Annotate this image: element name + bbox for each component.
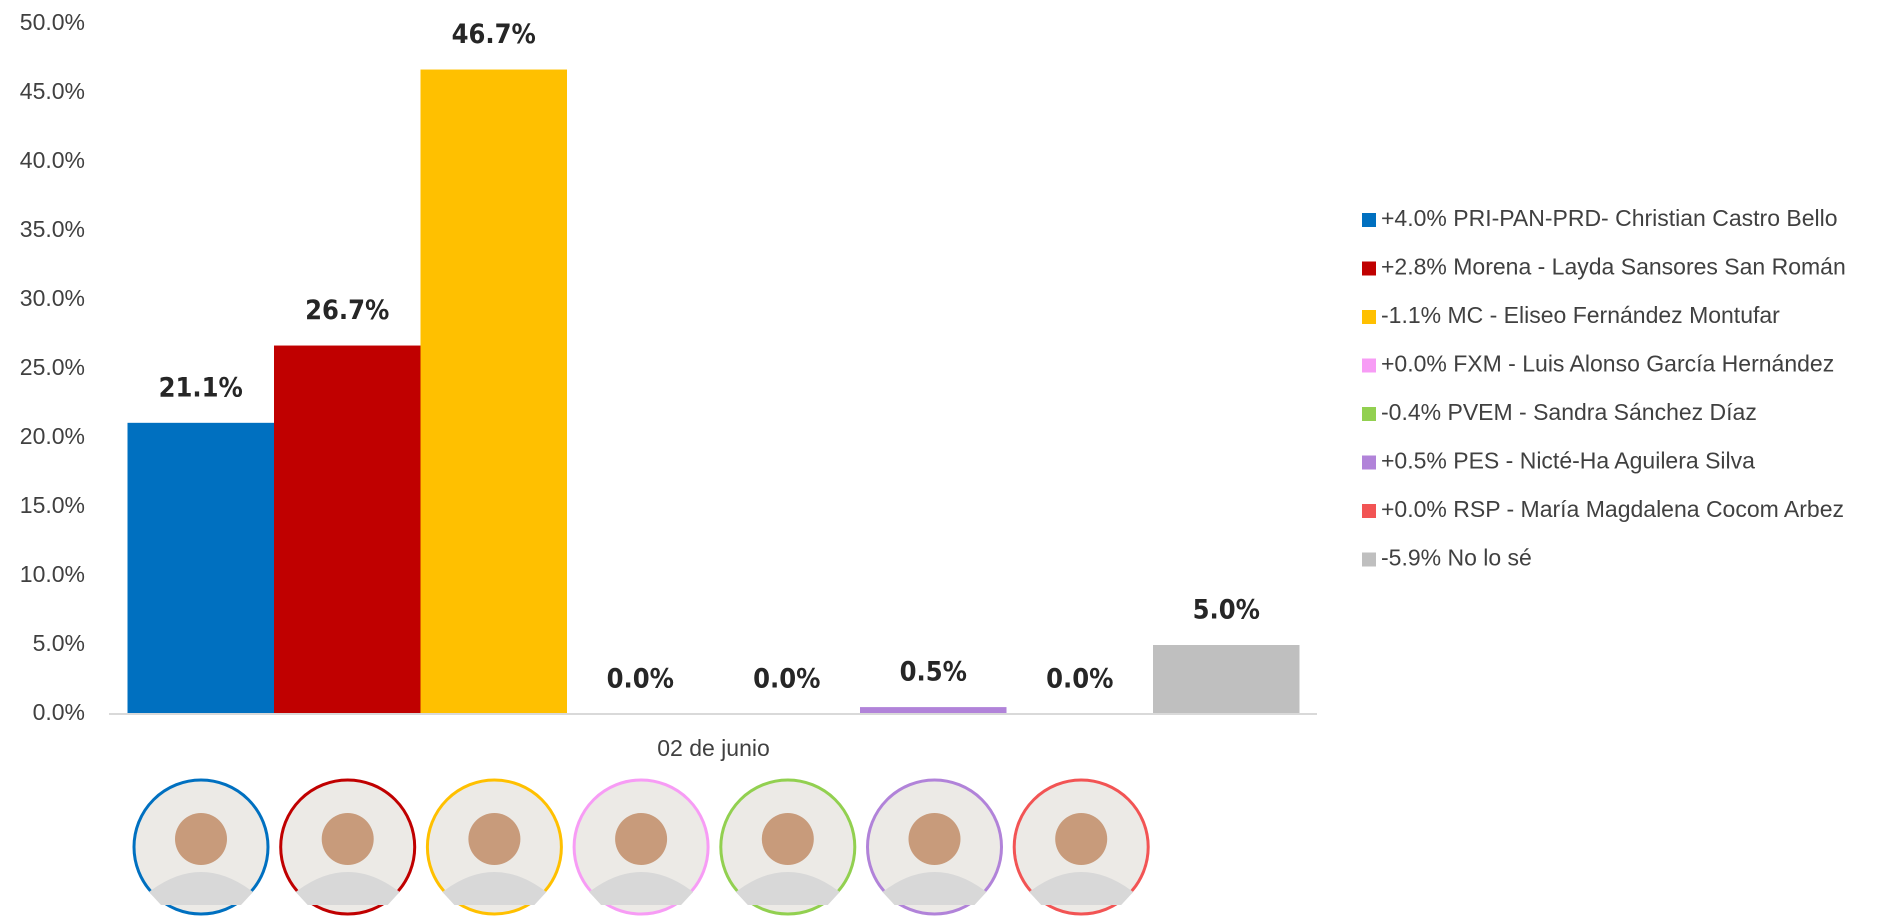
- legend-label: -1.1% MC - Eliseo Fernández Montufar: [1381, 302, 1780, 328]
- value-label: 21.1%: [159, 372, 243, 403]
- y-tick-label: 45.0%: [20, 78, 85, 104]
- y-tick-label: 0.0%: [33, 699, 85, 725]
- photo-body: [589, 872, 694, 905]
- photo-body: [735, 872, 840, 905]
- photo-body: [295, 872, 400, 905]
- legend-swatch: [1362, 261, 1376, 276]
- y-tick-label: 30.0%: [20, 285, 85, 311]
- photo-head: [1055, 813, 1108, 865]
- legend-swatch: [1362, 358, 1376, 373]
- legend-label: +0.0% RSP - María Magdalena Cocom Arbez: [1381, 496, 1844, 522]
- y-tick-label: 15.0%: [20, 492, 85, 518]
- photo-head: [175, 813, 227, 865]
- value-label: 0.5%: [900, 657, 967, 688]
- bar: [1153, 645, 1300, 714]
- photo-body: [442, 872, 547, 905]
- legend-label: +2.8% Morena - Layda Sansores San Román: [1381, 254, 1846, 280]
- value-label: 0.0%: [1046, 664, 1113, 695]
- legend-label: -5.9% No lo sé: [1381, 545, 1532, 571]
- y-tick-label: 25.0%: [20, 354, 85, 380]
- bar: [860, 707, 1007, 714]
- bar: [420, 69, 567, 715]
- photo-body: [882, 872, 987, 905]
- legend-label: +0.5% PES - Nicté-Ha Aguilera Silva: [1381, 448, 1755, 474]
- legend-swatch: [1362, 310, 1376, 324]
- legend-label: +4.0% PRI-PAN-PRD- Christian Castro Bell…: [1381, 205, 1838, 231]
- legend-swatch: [1362, 213, 1376, 227]
- photo-body: [149, 872, 253, 905]
- y-tick-label: 40.0%: [20, 147, 85, 173]
- x-tick-label: 02 de junio: [657, 735, 770, 761]
- y-tick-label: 35.0%: [20, 216, 85, 242]
- bar: [127, 422, 274, 714]
- legend-swatch: [1362, 455, 1376, 470]
- value-label: 46.7%: [452, 19, 536, 50]
- photo-head: [468, 813, 521, 865]
- photo-head: [908, 813, 961, 865]
- value-label: 5.0%: [1193, 595, 1260, 626]
- value-label: 0.0%: [753, 664, 820, 695]
- photo-head: [321, 813, 374, 865]
- photo-body: [1029, 872, 1134, 905]
- y-tick-label: 50.0%: [20, 9, 85, 35]
- bar: [274, 345, 421, 714]
- y-tick-label: 20.0%: [20, 423, 85, 449]
- legend-label: +0.0% FXM - Luis Alonso García Hernández: [1381, 351, 1834, 377]
- value-label: 26.7%: [305, 295, 389, 326]
- legend-swatch: [1362, 407, 1376, 421]
- y-tick-label: 5.0%: [33, 630, 85, 656]
- legend-swatch: [1362, 552, 1376, 567]
- y-tick-label: 10.0%: [20, 561, 85, 587]
- legend-swatch: [1362, 504, 1376, 518]
- photo-head: [615, 813, 668, 865]
- photo-head: [761, 813, 814, 865]
- legend-label: -0.4% PVEM - Sandra Sánchez Díaz: [1381, 399, 1757, 425]
- value-label: 0.0%: [607, 664, 674, 695]
